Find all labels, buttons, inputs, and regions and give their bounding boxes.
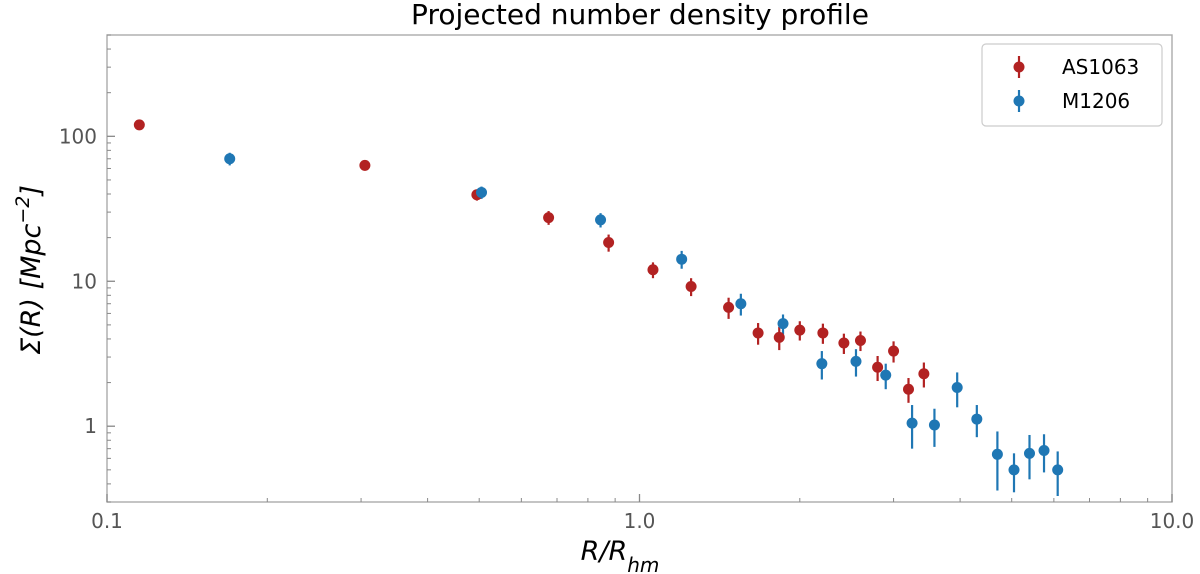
point-m1206 [906,417,918,429]
y-tick-label: 1 [84,414,97,438]
point-as1063 [543,212,555,224]
point-m1206 [1008,464,1020,476]
point-as1063 [723,301,735,313]
point-m1206 [880,369,892,381]
y-axis-label: Σ(R) [Mpc−2] [12,185,47,355]
point-m1206 [476,186,488,198]
error-bars [138,120,1059,497]
x-tick-label: 0.1 [91,509,123,533]
point-m1206 [928,419,940,431]
chart-title: Projected number density profile [411,0,869,31]
legend-label-as1063: AS1063 [1062,55,1139,79]
point-m1206 [816,358,828,370]
point-as1063 [647,264,659,276]
point-m1206 [676,253,688,265]
point-m1206 [971,413,983,425]
legend-swatch-marker [1013,95,1025,107]
point-as1063 [817,327,829,339]
point-as1063 [902,383,914,395]
legend-entry-m1206: M1206 [1013,89,1130,113]
x-tick-label: 10.0 [1150,509,1195,533]
point-m1206 [991,448,1003,460]
axis-ticks: 0.1 1.0 10.0 1 10 100 [59,34,1195,533]
data-markers [133,119,1064,476]
y-tick-label: 100 [59,124,97,148]
point-m1206 [850,355,862,367]
point-as1063 [752,327,764,339]
point-as1063 [794,324,806,336]
point-m1206 [1052,464,1064,476]
point-as1063 [918,368,930,380]
point-m1206 [1023,447,1035,459]
legend-swatch-marker [1013,61,1025,73]
point-as1063 [359,159,371,171]
point-m1206 [1038,444,1050,456]
point-m1206 [951,381,963,393]
point-as1063 [603,237,615,249]
point-as1063 [888,345,900,357]
point-m1206 [224,153,236,165]
x-tick-label: 1.0 [624,509,656,533]
point-as1063 [872,361,884,373]
legend-frame [981,43,1163,127]
point-m1206 [735,298,747,310]
point-as1063 [773,331,785,343]
point-m1206 [777,318,789,330]
legend-label-m1206: M1206 [1062,89,1130,113]
legend: AS1063 M1206 [981,43,1163,127]
point-as1063 [133,119,145,131]
point-as1063 [838,337,850,349]
legend-entry-as1063: AS1063 [1013,55,1139,79]
point-as1063 [854,335,866,347]
point-as1063 [685,281,697,293]
y-tick-label: 10 [72,269,97,293]
point-m1206 [595,214,607,226]
x-axis-label: R/Rhm [581,536,660,574]
